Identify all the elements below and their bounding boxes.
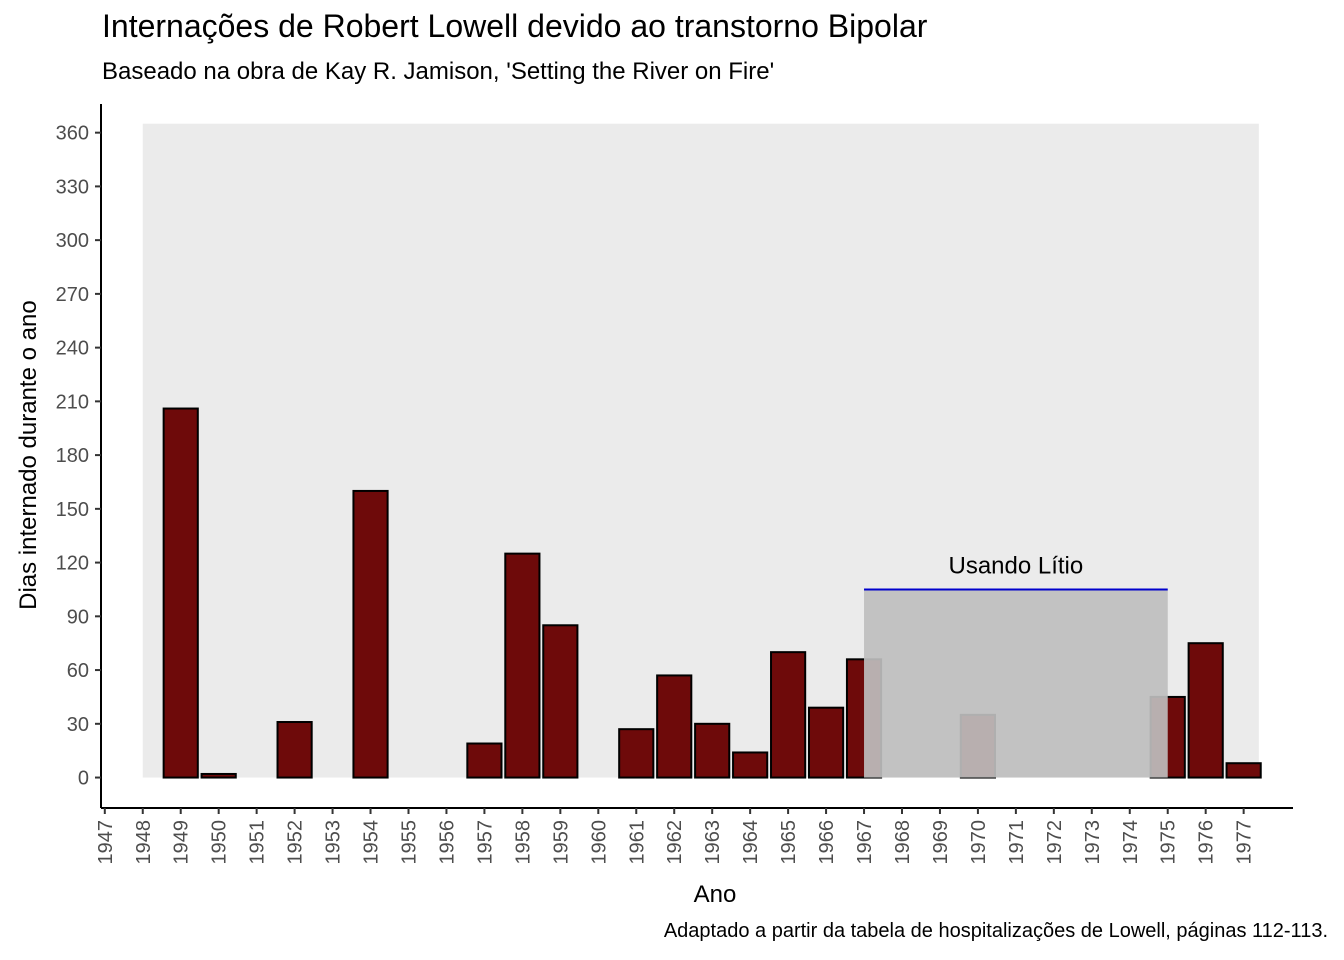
x-tick-label: 1975 [1158, 820, 1180, 865]
x-tick-label: 1947 [95, 820, 117, 865]
x-tick-label: 1972 [1044, 820, 1066, 865]
lithium-annotation-label: Usando Lítio [948, 552, 1083, 579]
x-tick-label: 1960 [588, 820, 610, 865]
y-axis-title: Dias internado durante o ano [15, 300, 42, 610]
chart-caption: Adaptado a partir da tabela de hospitali… [663, 920, 1328, 942]
x-tick-label: 1958 [512, 820, 534, 865]
chart-subtitle: Baseado na obra de Kay R. Jamison, 'Sett… [102, 58, 775, 85]
y-tick-label: 180 [56, 445, 89, 467]
x-tick-label: 1961 [626, 820, 648, 865]
x-tick-label: 1977 [1234, 820, 1256, 865]
lithium-period-band [864, 589, 1168, 778]
x-axis-title: Ano [694, 881, 737, 908]
x-tick-label: 1965 [778, 820, 800, 865]
bar-1962 [656, 674, 693, 779]
x-tick-label: 1968 [892, 820, 914, 865]
bar-1949 [162, 407, 199, 779]
y-tick-label: 0 [78, 768, 89, 790]
x-tick-label: 1949 [171, 820, 193, 865]
y-tick-label: 90 [67, 606, 89, 628]
x-tick-label: 1957 [474, 820, 496, 865]
x-tick-label: 1948 [133, 820, 155, 865]
x-tick-label: 1976 [1196, 820, 1218, 865]
bar-1963 [694, 722, 731, 779]
x-tick-label: 1959 [550, 820, 572, 865]
x-tick-label: 1971 [1006, 820, 1028, 865]
bar-1977 [1225, 762, 1262, 779]
bar-1957 [466, 742, 503, 779]
chart-title: Internações de Robert Lowell devido ao t… [102, 8, 928, 44]
y-tick-label: 360 [56, 123, 89, 145]
x-tick-label: 1964 [740, 820, 762, 865]
x-tick-label: 1974 [1120, 820, 1142, 865]
bar-1959 [542, 624, 579, 779]
y-tick-label: 30 [67, 714, 89, 736]
annotation-layer [864, 588, 1168, 778]
bar-1965 [770, 651, 807, 779]
x-tick-label: 1969 [930, 820, 952, 865]
bar-1950 [200, 772, 237, 779]
x-tick-label: 1954 [361, 820, 383, 865]
bar-1958 [504, 552, 541, 779]
x-tick-label: 1966 [816, 820, 838, 865]
y-tick-label: 240 [56, 338, 89, 360]
x-tick-label: 1970 [968, 820, 990, 865]
x-tick-label: 1973 [1082, 820, 1104, 865]
bar-1961 [618, 728, 655, 779]
x-tick-label: 1963 [702, 820, 724, 865]
x-tick-label: 1955 [398, 820, 420, 865]
x-tick-label: 1950 [209, 820, 231, 865]
bar-1954 [352, 489, 389, 779]
axes-layer: 0 30 60 90 120 150 180 210 240 270 300 330 360 1947 19… [56, 104, 1293, 865]
x-tick-label: 1951 [247, 820, 269, 865]
y-tick-label: 150 [56, 499, 89, 521]
x-tick-label: 1953 [323, 820, 345, 865]
y-tick-label: 210 [56, 391, 89, 413]
x-tick-label: 1956 [436, 820, 458, 865]
x-tick-label: 1962 [664, 820, 686, 865]
x-tick-label: 1967 [854, 820, 876, 865]
y-tick-label: 60 [67, 660, 89, 682]
bar-1964 [732, 751, 769, 779]
y-tick-label: 330 [56, 176, 89, 198]
bar-1952 [276, 721, 313, 779]
y-tick-label: 300 [56, 230, 89, 252]
y-tick-label: 120 [56, 553, 89, 575]
x-tick-label: 1952 [285, 820, 307, 865]
bar-1966 [807, 706, 845, 779]
y-tick-label: 270 [56, 284, 89, 306]
bar-1976 [1187, 642, 1224, 779]
